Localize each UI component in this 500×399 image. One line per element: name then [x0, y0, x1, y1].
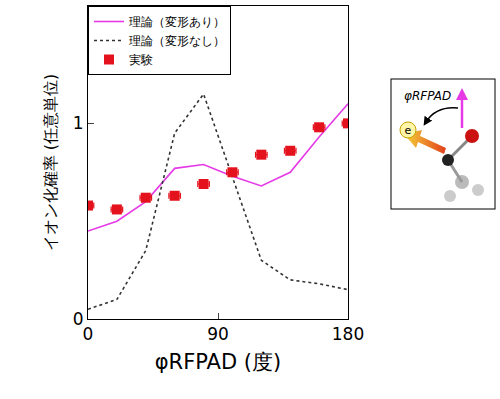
- svg-text:実験: 実験: [129, 53, 153, 67]
- svg-text:90: 90: [207, 324, 229, 344]
- svg-text:φRFPAD: φRFPAD: [404, 89, 451, 103]
- svg-text:0: 0: [83, 324, 94, 344]
- svg-text:理論（変形なし）: 理論（変形なし）: [129, 34, 225, 48]
- svg-text:e: e: [405, 124, 412, 137]
- svg-text:180: 180: [332, 324, 364, 344]
- svg-text:φRFPAD (度): φRFPAD (度): [155, 350, 281, 374]
- svg-text:1: 1: [73, 113, 84, 133]
- svg-text:理論（変形あり）: 理論（変形あり）: [129, 15, 225, 29]
- svg-text:0: 0: [73, 309, 84, 329]
- svg-text:イオン化確率 (任意単位): イオン化確率 (任意単位): [41, 74, 60, 252]
